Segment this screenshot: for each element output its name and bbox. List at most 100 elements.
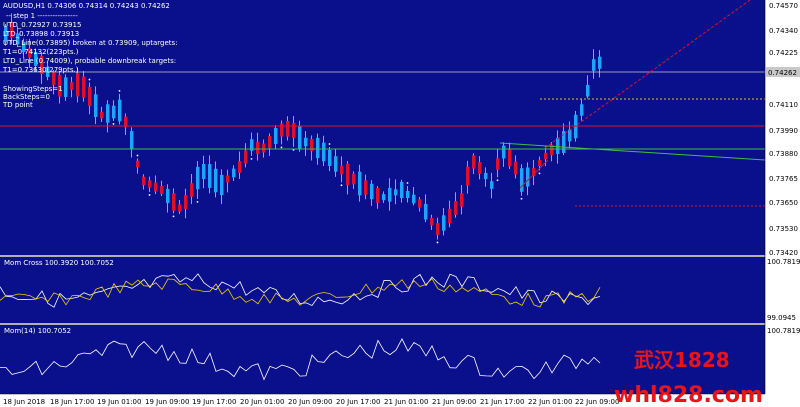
candle-body — [484, 172, 488, 180]
price-tick-label: 0.74110 — [769, 101, 798, 109]
mom-tick-top: 100.7819 — [767, 327, 800, 335]
status-line-2: BackSteps=0 — [3, 93, 50, 101]
separator-1 — [0, 255, 765, 257]
candle-body — [106, 104, 110, 123]
price-axis-ticks: 0.74570 0.74340 0.74225 0.74110 0.73990 0.738… — [769, 2, 798, 257]
candle-body — [442, 215, 446, 231]
candle-body — [394, 189, 398, 196]
time-tick-label: 22 Jun 09:00 — [575, 398, 619, 406]
fractal-dot — [196, 200, 199, 203]
candle-body — [76, 73, 80, 97]
candle-body — [268, 136, 272, 148]
candle-body — [34, 52, 38, 66]
candle-body — [436, 223, 440, 235]
candle-body — [544, 152, 548, 160]
candle-body — [250, 139, 254, 151]
fractal-dot — [88, 78, 91, 81]
candle-body — [340, 165, 344, 175]
candle-body — [346, 163, 350, 186]
fractal-dot — [112, 123, 115, 125]
time-tick-label: 19 Jun 17:00 — [192, 398, 236, 406]
candle-body — [580, 104, 584, 116]
candle-body — [166, 188, 170, 204]
watermark-line-2: whl828.com — [614, 383, 763, 407]
candle-body — [244, 150, 248, 164]
time-tick-label: 21 Jun 01:00 — [384, 398, 428, 406]
candle-body — [226, 175, 230, 183]
time-tick-label: 18 Jun 2018 — [3, 398, 45, 406]
candle-body — [196, 166, 200, 190]
mom-cross-panel[interactable] — [0, 257, 765, 323]
fractal-dot — [328, 143, 331, 145]
time-tick-label: 20 Jun 17:00 — [336, 398, 380, 406]
mom-panel[interactable] — [0, 325, 765, 394]
status-line-1: ShowingSteps=1 — [3, 85, 63, 93]
fractal-dot — [118, 89, 121, 92]
time-tick-label: 21 Jun 17:00 — [480, 398, 524, 406]
candle-body — [280, 123, 284, 137]
info-line-6: T1=0.73630(279pts.) — [2, 66, 79, 74]
fractal-dot — [148, 194, 151, 196]
candle-body — [232, 168, 236, 178]
candle-body — [292, 122, 296, 138]
candle-body — [208, 164, 212, 188]
symbol-line: AUDUSD,H1 0.74306 0.74314 0.74243 0.7426… — [3, 2, 170, 10]
candle-body — [262, 143, 266, 153]
candle-body — [52, 72, 56, 85]
mom-label: Mom(14) 100.7052 — [4, 327, 71, 335]
time-axis[interactable] — [0, 394, 800, 407]
candle-body — [118, 99, 122, 122]
mom-cross-line-white — [0, 273, 601, 308]
candle-body — [550, 144, 554, 156]
candle-body — [454, 201, 458, 215]
info-line-5: LTD_Line (0.74009), probable downbreak t… — [3, 57, 176, 65]
candle-body — [532, 167, 536, 177]
candle-body — [586, 84, 590, 97]
candle-body — [22, 41, 26, 53]
current-price-box — [766, 67, 800, 77]
candle-body — [352, 173, 356, 185]
candle-body — [304, 137, 308, 147]
candle-body — [64, 77, 68, 98]
time-tick-label: 19 Jun 01:00 — [97, 398, 141, 406]
candle-body — [376, 187, 380, 203]
td-segment-up — [519, 159, 549, 189]
candle-body — [472, 155, 476, 169]
candle-body — [190, 183, 194, 197]
candle-body — [88, 86, 92, 107]
candle-body — [274, 128, 278, 144]
time-tick-label: 22 Jun 01:00 — [528, 398, 572, 406]
candle-body — [10, 22, 14, 38]
candle-body — [160, 186, 164, 194]
fractal-dot — [436, 241, 439, 244]
status-line-3: TD point — [2, 101, 33, 109]
fractal-dot — [496, 179, 499, 182]
candle-body — [16, 33, 20, 45]
main-chart-panel[interactable] — [0, 0, 765, 255]
price-tick-label: 0.73880 — [769, 150, 798, 158]
candle-body — [364, 180, 368, 195]
candle-body — [220, 174, 224, 196]
candle-body — [136, 160, 140, 168]
candle-body — [298, 126, 302, 150]
step-line: -- step 1 ---------------- — [6, 12, 78, 20]
candle-body — [184, 195, 188, 209]
price-tick-label: 0.73765 — [769, 175, 798, 183]
candle-body — [40, 55, 44, 75]
info-line-2: LTD_0.73898 0.73913 — [3, 30, 79, 38]
candle-body — [406, 190, 410, 199]
candle-body — [214, 168, 218, 193]
candle-body — [412, 194, 416, 204]
candle-body — [112, 105, 116, 119]
candle-body — [124, 116, 128, 128]
price-axis[interactable] — [765, 0, 800, 394]
price-tick-label: 0.73420 — [769, 249, 798, 257]
fractal-dot — [538, 172, 541, 175]
candle-body — [4, 26, 8, 42]
candle-body — [466, 166, 470, 186]
mom-cross-line-yellow — [0, 278, 601, 308]
candle-body — [100, 111, 104, 119]
fractal-dot — [172, 215, 175, 218]
candle-body — [514, 161, 518, 175]
